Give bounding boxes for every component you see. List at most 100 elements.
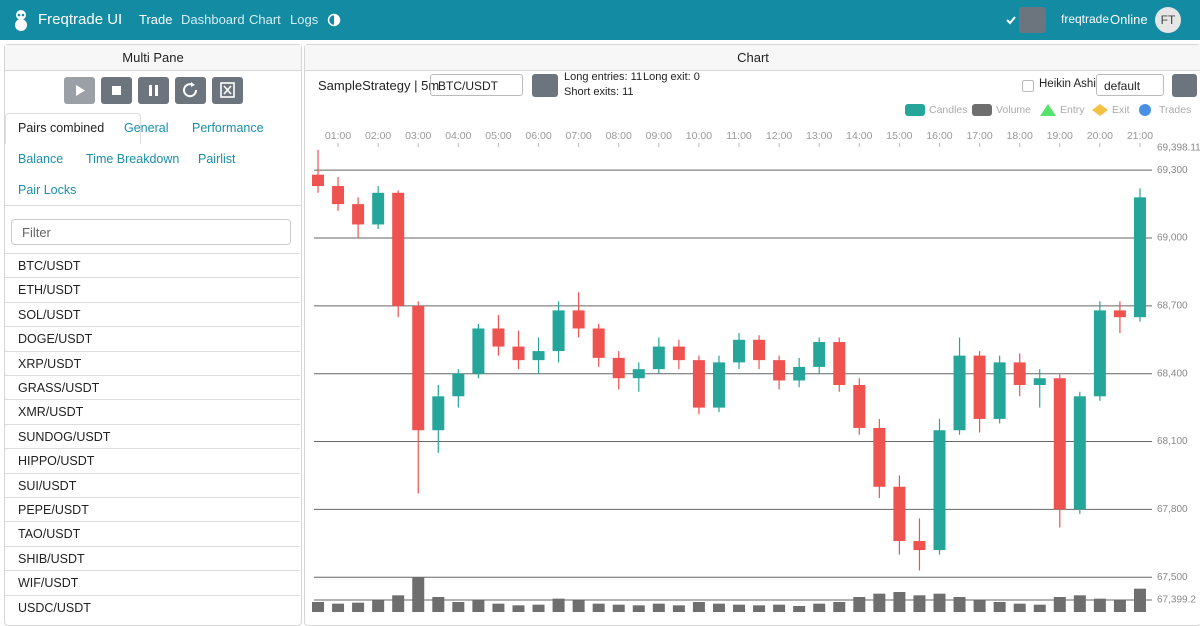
candle-body — [1093, 310, 1106, 397]
refresh-button[interactable] — [532, 74, 558, 97]
y-tick-label: 67,800 — [1157, 504, 1188, 515]
candle-body — [572, 310, 585, 329]
filter-input[interactable]: Filter — [11, 219, 291, 245]
volume-bar — [933, 593, 946, 612]
volume-bar — [733, 604, 746, 612]
forceexit-button[interactable] — [212, 77, 243, 104]
candle-body — [1013, 362, 1026, 386]
logo — [15, 10, 27, 31]
volume-bar — [873, 593, 886, 612]
pair-item[interactable]: GRASS/USDT — [5, 375, 300, 399]
pair-item[interactable]: SOL/USDT — [5, 301, 300, 326]
tab[interactable]: Performance — [192, 121, 264, 135]
x-tick-label: 19:00 — [1047, 130, 1073, 142]
candle-body — [492, 328, 505, 347]
x-tick-label: 14:00 — [846, 130, 872, 142]
panel-title: Multi Pane — [5, 45, 301, 71]
tab[interactable]: Pair Locks — [18, 183, 77, 197]
candle-body — [1113, 310, 1126, 318]
volume-bar — [1033, 604, 1046, 612]
volume-bar — [773, 604, 786, 612]
reload-button[interactable] — [175, 77, 206, 104]
volume-bar — [793, 606, 806, 612]
strategy: SampleStrategy | 5m — [318, 78, 440, 93]
pair-item[interactable]: WIF/USDT — [5, 570, 300, 594]
candle-body — [813, 342, 826, 367]
candle-body — [432, 396, 445, 431]
tab[interactable]: Balance — [18, 152, 64, 166]
volume-bar — [372, 600, 385, 612]
theme-toggle[interactable] — [327, 13, 341, 27]
tab[interactable]: Pairlist — [198, 152, 236, 166]
candle-body — [532, 351, 545, 361]
stop-button[interactable] — [101, 77, 132, 104]
brand[interactable]: Freqtrade UI — [38, 11, 123, 28]
volume-bar — [592, 603, 605, 612]
layout-select[interactable]: default — [1096, 74, 1164, 96]
candle-chart: 67,399.2 67,500 67,800 68,100 68,400 68,700 69… — [312, 104, 1200, 612]
settings-button[interactable] — [1172, 74, 1197, 97]
volume-bar — [672, 605, 685, 612]
pair-item[interactable]: SHIB/USDT — [5, 545, 300, 570]
y-tick-label: 69,398.11 — [1157, 143, 1200, 154]
candle-body — [592, 328, 605, 358]
nav-link[interactable]: Trade — [139, 12, 173, 27]
legend-label: Trades — [1159, 104, 1191, 116]
candle-body — [712, 362, 725, 408]
pair-item[interactable]: ETH/USDT — [5, 277, 300, 301]
x-tick-label: 21:00 — [1127, 130, 1153, 142]
avatar[interactable]: FT — [1155, 7, 1181, 33]
pair-item[interactable]: TAO/USDT — [5, 521, 300, 545]
x-tick-label: 20:00 — [1087, 130, 1113, 142]
chart-panel: Chart SampleStrategy | 5m BTC/USDT Long … — [304, 44, 1200, 626]
tab[interactable]: Pairs combined — [18, 121, 105, 135]
candle-body — [873, 427, 886, 487]
candle-body — [833, 342, 846, 386]
pair-item[interactable]: SUI/USDT — [5, 472, 300, 497]
pair-item[interactable]: USDC/USDT — [5, 594, 300, 619]
tab[interactable]: General — [124, 121, 169, 135]
candle-body — [452, 373, 465, 397]
heikin-checkbox[interactable] — [1022, 80, 1034, 92]
candle-body — [1073, 396, 1086, 510]
pair-select[interactable]: BTC/USDT — [430, 74, 523, 96]
volume-bar — [652, 603, 665, 612]
candle-body — [472, 328, 485, 374]
candle-body — [1033, 378, 1046, 386]
volume-bar — [973, 600, 986, 612]
pair-item[interactable]: SUNDOG/USDT — [5, 423, 300, 448]
candle-body — [993, 362, 1006, 419]
candle-body — [973, 355, 986, 419]
pair-item[interactable]: PEPE/USDT — [5, 497, 300, 521]
stat: Long entries: 11 — [564, 71, 643, 83]
tab[interactable]: Time Breakdown — [86, 152, 180, 166]
candle-body — [552, 310, 565, 352]
start-button[interactable] — [64, 77, 95, 104]
pair-item[interactable]: DOGE/USDT — [5, 326, 300, 350]
volume-bar — [1053, 597, 1066, 612]
pair-item[interactable]: XRP/USDT — [5, 350, 300, 375]
pair-item[interactable]: XMR/USDT — [5, 399, 300, 423]
x-tick-label: 16:00 — [926, 130, 952, 142]
nav-link[interactable]: Chart — [249, 12, 281, 27]
volume-bar — [692, 602, 705, 612]
y-tick-label: 67,399.2 — [1157, 595, 1196, 606]
nav-link[interactable]: Logs — [290, 12, 319, 27]
navbar: Freqtrade UI Trade Dashboard Chart Logs … — [0, 0, 1200, 40]
x-tick-label: 06:00 — [525, 130, 551, 142]
candle-body — [753, 339, 766, 361]
y-tick-label: 69,300 — [1157, 165, 1188, 176]
volume-bar — [993, 602, 1006, 612]
pair-item[interactable]: BTC/USDT — [5, 253, 300, 277]
pair-item[interactable]: HIPPO/USDT — [5, 448, 300, 472]
user: freqtrade — [1061, 12, 1110, 26]
volume-bar — [753, 605, 766, 612]
legend-swatch — [905, 104, 925, 116]
nav-link[interactable]: Dashboard — [181, 12, 245, 27]
x-tick-label: 01:00 — [325, 130, 351, 142]
volume-bar — [712, 603, 725, 612]
refresh-button[interactable] — [1019, 7, 1046, 33]
pause-button[interactable] — [138, 77, 169, 104]
x-tick-label: 09:00 — [646, 130, 672, 142]
